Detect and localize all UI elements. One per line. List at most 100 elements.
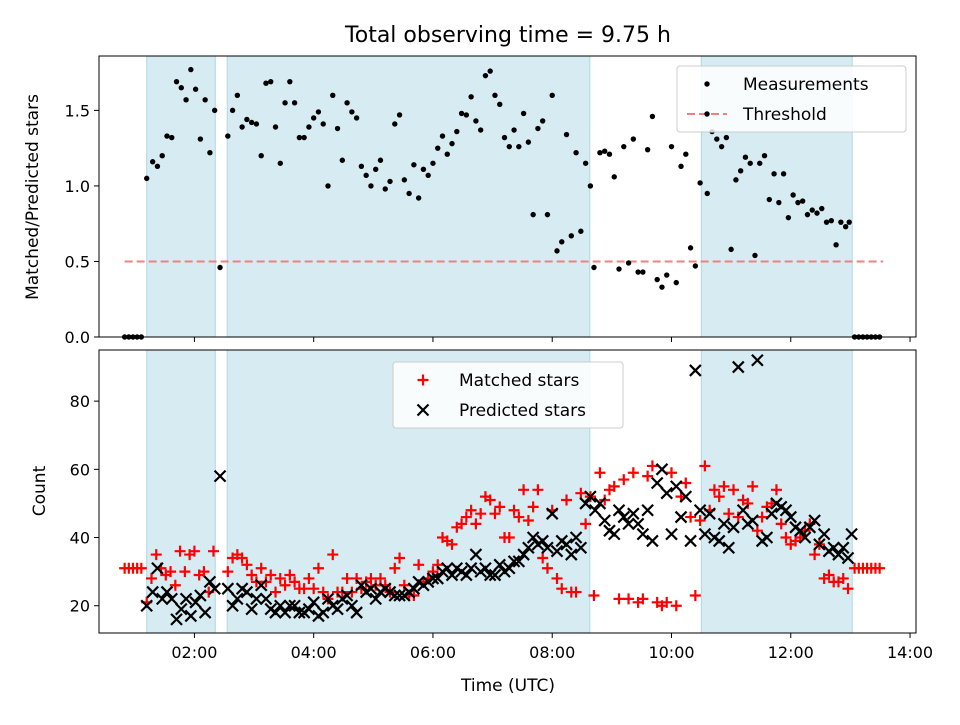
data-point: [747, 160, 753, 166]
data-point: [522, 514, 534, 526]
data-point: [659, 284, 665, 290]
data-point: [732, 511, 744, 523]
data-point: [244, 116, 250, 123]
data-point: [823, 219, 830, 225]
data-point: [646, 534, 659, 548]
data-point: [597, 149, 603, 156]
data-point: [446, 538, 458, 550]
data-point: [307, 596, 320, 609]
data-point: [692, 263, 699, 269]
data-point: [612, 503, 626, 517]
data-point: [420, 166, 427, 173]
data-point: [808, 514, 821, 527]
data-point: [539, 118, 546, 124]
data-point: [287, 78, 293, 85]
data-point: [239, 124, 245, 130]
bottom-panel: 20 40 60 80 02:00 04:00 06:00 08:00 10:00 12:00 1…: [30, 349, 933, 696]
data-point: [169, 579, 181, 591]
data-point: [578, 228, 584, 234]
data-point: [561, 494, 573, 506]
data-point: [170, 613, 183, 626]
data-point: [833, 242, 839, 248]
data-point: [268, 78, 274, 85]
data-point: [189, 596, 202, 609]
data-point: [680, 477, 692, 489]
data-point: [733, 177, 739, 183]
data-point: [717, 517, 731, 531]
data-point: [301, 134, 307, 141]
data-point: [693, 503, 707, 517]
data-point: [211, 107, 218, 114]
data-point: [780, 532, 792, 544]
data-point: [198, 566, 210, 578]
data-point: [345, 599, 359, 613]
data-point: [240, 585, 254, 599]
data-point: [537, 552, 549, 564]
data-point: [482, 72, 489, 79]
data-point: [606, 151, 613, 157]
data-point: [636, 527, 650, 541]
data-point: [704, 190, 710, 197]
data-point: [527, 501, 539, 513]
data-point: [827, 541, 840, 555]
data-point: [179, 566, 191, 578]
data-point: [752, 252, 758, 259]
data-point: [713, 491, 725, 503]
data-point: [689, 364, 702, 377]
data-point: [432, 559, 444, 571]
data-point: [278, 606, 292, 619]
data-point: [660, 486, 674, 500]
data-point: [392, 121, 398, 127]
x-tick-label: 14:00: [887, 643, 933, 662]
data-point: [655, 463, 669, 476]
data-point: [197, 136, 204, 142]
data-point: [398, 579, 410, 591]
data-point: [341, 572, 353, 584]
data-point: [241, 559, 253, 571]
data-point: [747, 480, 759, 492]
data-point: [192, 86, 199, 92]
data-point: [140, 599, 153, 613]
data-point: [775, 518, 787, 530]
data-point: [836, 541, 850, 555]
data-point: [473, 118, 479, 124]
data-point: [468, 94, 474, 100]
data-point: [771, 171, 777, 177]
data-point: [489, 508, 501, 520]
data-point: [646, 460, 658, 472]
data-point: [765, 507, 778, 520]
data-point: [258, 153, 264, 159]
data-point: [569, 531, 583, 544]
data-point: [685, 511, 697, 523]
data-point: [640, 269, 646, 275]
data-point: [846, 219, 852, 225]
bottom-x-axis: 02:00 04:00 06:00 08:00 10:00 12:00 14:00: [171, 633, 933, 662]
data-point: [330, 92, 336, 98]
data-point: [650, 476, 664, 490]
data-point: [149, 159, 156, 165]
data-point: [463, 112, 470, 118]
data-point: [795, 199, 801, 206]
data-point: [198, 606, 212, 619]
data-point: [272, 124, 279, 130]
data-point: [488, 568, 502, 582]
top-y-axis-label: Matched/Predicted stars: [23, 94, 43, 300]
data-point: [254, 578, 268, 592]
data-point: [568, 233, 575, 239]
data-point: [464, 561, 478, 575]
data-point: [234, 92, 241, 98]
chart-title: Total observing time = 9.75 h: [344, 23, 671, 48]
data-point: [407, 582, 421, 595]
data-point: [618, 474, 630, 486]
data-point: [188, 545, 200, 557]
x-tick-label: 08:00: [529, 643, 575, 662]
y-tick-label: 1.5: [65, 101, 90, 120]
data-point: [503, 561, 516, 575]
data-point: [506, 143, 512, 150]
data-point: [250, 592, 263, 606]
bottom-legend: Matched stars Predicted stars: [392, 361, 624, 429]
data-point: [637, 593, 649, 605]
data-point: [389, 562, 401, 574]
data-point: [470, 518, 482, 530]
